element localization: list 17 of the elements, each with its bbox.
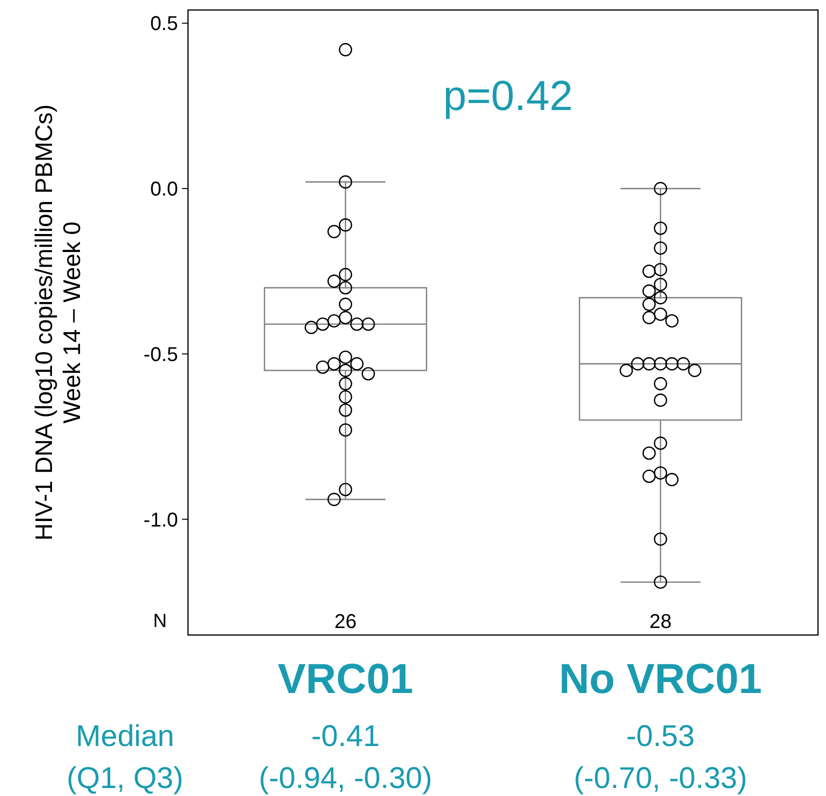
x-tick-label: No VRC01 (558, 655, 762, 702)
annotation: 28 (649, 611, 672, 633)
text: -0.41 (311, 720, 380, 753)
x-tick-label: VRC01 (278, 655, 414, 702)
text: (-0.70, -0.33) (574, 762, 748, 795)
y-tick-label: 0.0 (150, 178, 178, 201)
text: -0.53 (626, 720, 695, 753)
y-axis-title: HIV-1 DNA (log10 copies/million PBMCs) Week 14 – Week 0 (31, 104, 86, 541)
y-tick-label: -0.5 (144, 344, 178, 366)
text: N (153, 611, 167, 632)
y-tick-label: 0.5 (150, 13, 178, 36)
annotation: 26 (334, 611, 357, 633)
text: (-0.94, -0.30) (258, 762, 432, 795)
text: Median (76, 720, 174, 753)
y-tick-label: -1.0 (144, 509, 178, 532)
text: (Q1, Q3) (66, 762, 184, 795)
annotation: p=0.42 (443, 72, 573, 119)
